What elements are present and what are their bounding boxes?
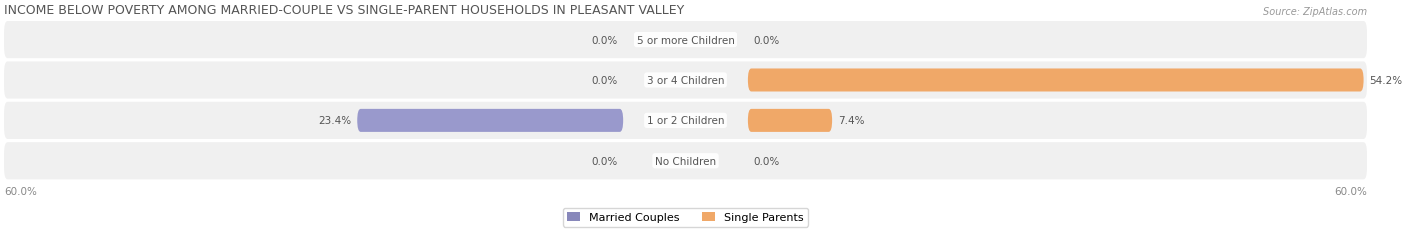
Text: 0.0%: 0.0% [591,156,617,166]
Text: 60.0%: 60.0% [4,186,37,196]
Text: 3 or 4 Children: 3 or 4 Children [647,76,724,86]
Text: 7.4%: 7.4% [838,116,865,126]
FancyBboxPatch shape [748,109,832,132]
Text: 0.0%: 0.0% [591,76,617,86]
FancyBboxPatch shape [357,109,623,132]
FancyBboxPatch shape [4,102,1367,139]
FancyBboxPatch shape [4,22,1367,59]
Text: 60.0%: 60.0% [1334,186,1367,196]
Text: 0.0%: 0.0% [591,35,617,46]
Legend: Married Couples, Single Parents: Married Couples, Single Parents [562,208,808,227]
Text: 1 or 2 Children: 1 or 2 Children [647,116,724,126]
Text: 54.2%: 54.2% [1369,76,1402,86]
FancyBboxPatch shape [4,143,1367,179]
Text: INCOME BELOW POVERTY AMONG MARRIED-COUPLE VS SINGLE-PARENT HOUSEHOLDS IN PLEASAN: INCOME BELOW POVERTY AMONG MARRIED-COUPL… [4,4,685,17]
Text: 23.4%: 23.4% [319,116,352,126]
Text: 0.0%: 0.0% [754,35,780,46]
Text: No Children: No Children [655,156,716,166]
FancyBboxPatch shape [748,69,1364,92]
Text: Source: ZipAtlas.com: Source: ZipAtlas.com [1263,7,1367,17]
Text: 0.0%: 0.0% [754,156,780,166]
Text: 5 or more Children: 5 or more Children [637,35,734,46]
FancyBboxPatch shape [4,62,1367,99]
